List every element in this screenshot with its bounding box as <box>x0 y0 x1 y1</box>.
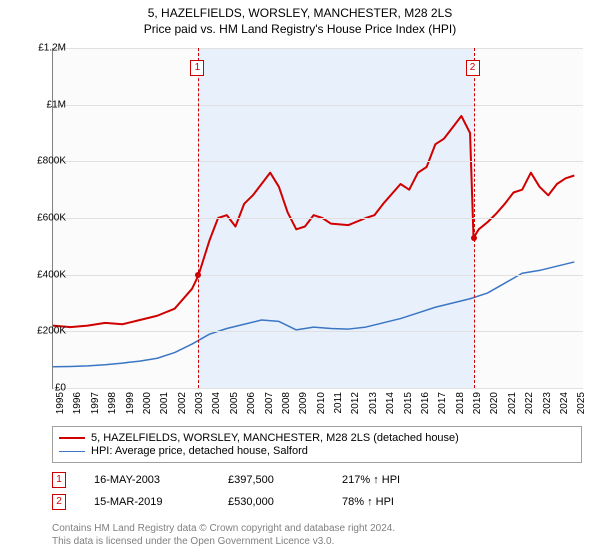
series-line <box>53 116 574 327</box>
sale-price: £397,500 <box>228 474 318 486</box>
y-axis-label: £1.2M <box>38 43 66 54</box>
sale-price: £530,000 <box>228 496 318 508</box>
x-axis-label: 2002 <box>177 392 188 414</box>
x-axis-label: 2014 <box>385 392 396 414</box>
sale-marker-icon: 2 <box>52 494 66 510</box>
legend-swatch <box>59 451 85 452</box>
x-axis-label: 2022 <box>524 392 535 414</box>
x-axis-label: 2023 <box>542 392 553 414</box>
chart-title: 5, HAZELFIELDS, WORSLEY, MANCHESTER, M28… <box>0 6 600 20</box>
title-block: 5, HAZELFIELDS, WORSLEY, MANCHESTER, M28… <box>0 0 600 36</box>
legend-label: 5, HAZELFIELDS, WORSLEY, MANCHESTER, M28… <box>91 432 459 444</box>
sale-point-dot <box>471 235 477 241</box>
x-axis-label: 2006 <box>246 392 257 414</box>
sale-marker-on-chart: 2 <box>466 60 480 76</box>
sale-marker-icon: 1 <box>52 472 66 488</box>
legend-item: 5, HAZELFIELDS, WORSLEY, MANCHESTER, M28… <box>59 432 575 444</box>
footer-line: Contains HM Land Registry data © Crown c… <box>52 522 582 535</box>
x-axis-label: 2003 <box>194 392 205 414</box>
x-axis-label: 2000 <box>142 392 153 414</box>
sale-pct: 217% ↑ HPI <box>342 474 400 486</box>
y-axis-label: £800K <box>37 156 66 167</box>
x-axis-label: 2004 <box>211 392 222 414</box>
gridline <box>53 105 583 106</box>
x-axis-label: 2017 <box>437 392 448 414</box>
gridline <box>53 275 583 276</box>
footer-attribution: Contains HM Land Registry data © Crown c… <box>52 522 582 548</box>
gridline <box>53 388 583 389</box>
gridline <box>53 48 583 49</box>
gridline <box>53 161 583 162</box>
sale-row: 2 15-MAR-2019 £530,000 78% ↑ HPI <box>52 494 582 510</box>
x-axis-label: 2015 <box>403 392 414 414</box>
x-axis-label: 1996 <box>72 392 83 414</box>
sale-date: 16-MAY-2003 <box>94 474 204 486</box>
legend-item: HPI: Average price, detached house, Salf… <box>59 445 575 457</box>
x-axis-label: 2025 <box>576 392 587 414</box>
x-axis-label: 2018 <box>455 392 466 414</box>
series-line <box>53 262 574 367</box>
x-axis-label: 2010 <box>316 392 327 414</box>
legend-label: HPI: Average price, detached house, Salf… <box>91 445 308 457</box>
y-axis-label: £1M <box>47 99 66 110</box>
x-axis-label: 2007 <box>264 392 275 414</box>
x-axis-label: 2024 <box>559 392 570 414</box>
sale-vline <box>474 48 475 388</box>
chart-subtitle: Price paid vs. HM Land Registry's House … <box>0 22 600 36</box>
x-axis-label: 2019 <box>472 392 483 414</box>
sale-vline <box>198 48 199 388</box>
x-axis-label: 2001 <box>159 392 170 414</box>
x-axis-label: 2008 <box>281 392 292 414</box>
sale-point-dot <box>195 272 201 278</box>
x-axis-label: 2013 <box>368 392 379 414</box>
x-axis-label: 1998 <box>107 392 118 414</box>
x-axis-label: 2021 <box>507 392 518 414</box>
sale-pct: 78% ↑ HPI <box>342 496 394 508</box>
legend-swatch <box>59 437 85 439</box>
gridline <box>53 331 583 332</box>
y-axis-label: £600K <box>37 213 66 224</box>
y-axis-label: £200K <box>37 326 66 337</box>
gridline <box>53 218 583 219</box>
sale-marker-on-chart: 1 <box>190 60 204 76</box>
x-axis-label: 2016 <box>420 392 431 414</box>
legend-box: 5, HAZELFIELDS, WORSLEY, MANCHESTER, M28… <box>52 426 582 463</box>
sale-row: 1 16-MAY-2003 £397,500 217% ↑ HPI <box>52 472 582 488</box>
x-axis-label: 1995 <box>55 392 66 414</box>
y-axis-label: £400K <box>37 269 66 280</box>
x-axis-label: 2005 <box>229 392 240 414</box>
chart-plot-area <box>52 48 583 389</box>
x-axis-label: 2012 <box>350 392 361 414</box>
x-axis-label: 1999 <box>125 392 136 414</box>
x-axis-label: 1997 <box>90 392 101 414</box>
x-axis-label: 2020 <box>489 392 500 414</box>
x-axis-label: 2011 <box>333 392 344 414</box>
sale-date: 15-MAR-2019 <box>94 496 204 508</box>
footer-line: This data is licensed under the Open Gov… <box>52 535 582 548</box>
x-axis-label: 2009 <box>298 392 309 414</box>
